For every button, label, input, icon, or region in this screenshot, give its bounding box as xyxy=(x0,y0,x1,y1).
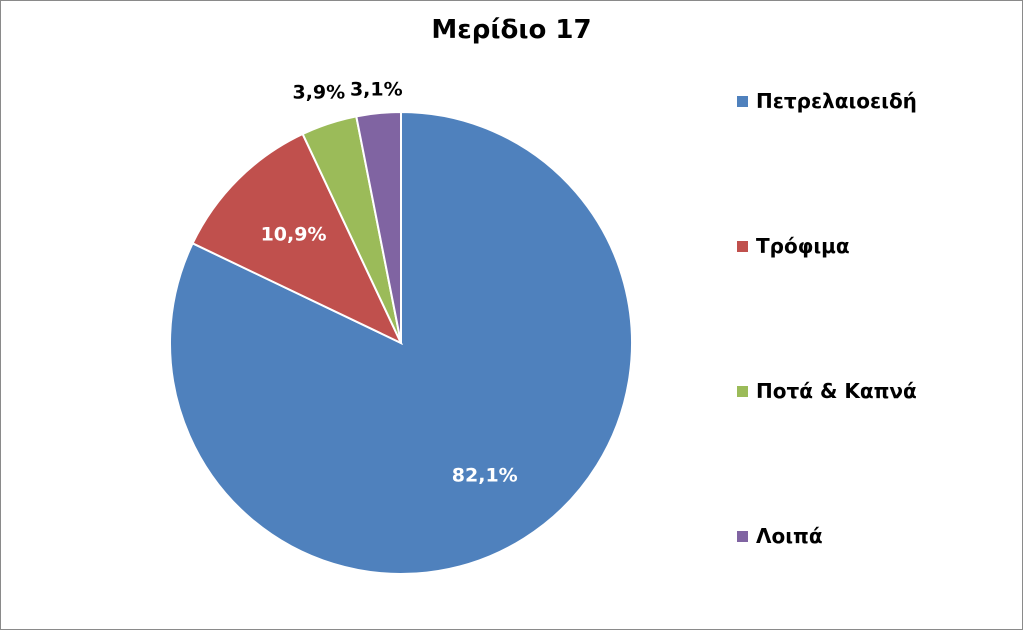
data-label-3: 3,9% xyxy=(292,81,345,103)
legend-label-4: Λοιπά xyxy=(756,524,823,548)
data-label-2: 10,9% xyxy=(261,223,327,245)
legend-label-1: Πετρελαιοειδή xyxy=(756,89,917,113)
pie-slice-4 xyxy=(355,110,402,344)
data-label-1: 82,1% xyxy=(452,464,518,486)
pie-slice-2 xyxy=(191,132,404,346)
chart-title: Μερίδιο 17 xyxy=(431,15,592,45)
legend-label-2: Τρόφιμα xyxy=(756,234,850,258)
legend-item-1: Πετρελαιοειδή xyxy=(737,89,917,113)
legend-label-3: Ποτά & Καπνά xyxy=(756,379,917,403)
legend-swatch-1 xyxy=(737,95,748,107)
legend-swatch-3 xyxy=(737,385,748,397)
legend-item-3: Ποτά & Καπνά xyxy=(737,379,917,403)
legend-swatch-2 xyxy=(737,240,748,252)
legend-swatch-4 xyxy=(737,530,748,542)
legend-item-2: Τρόφιμα xyxy=(737,234,850,258)
legend-item-4: Λοιπά xyxy=(737,524,823,548)
data-label-4: 3,1% xyxy=(350,79,403,101)
